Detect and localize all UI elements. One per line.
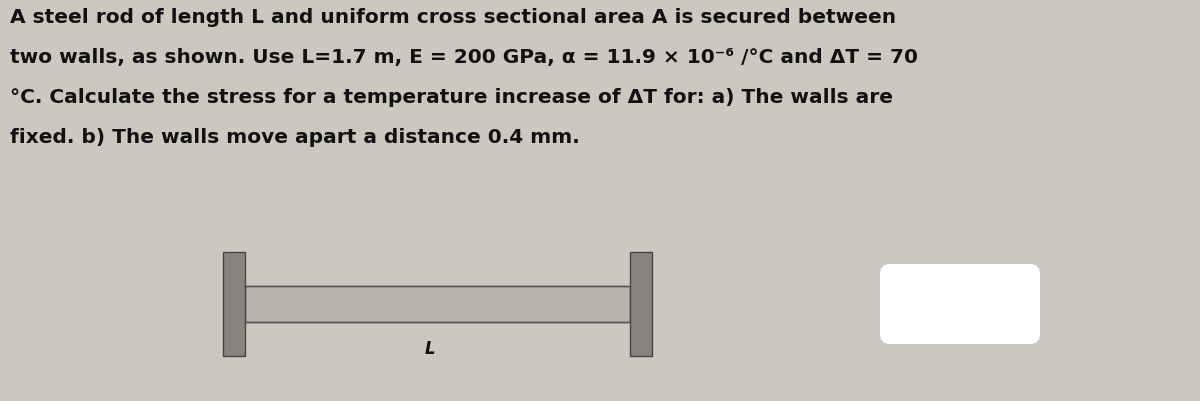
Bar bbox=[223, 252, 245, 356]
FancyBboxPatch shape bbox=[880, 264, 1040, 344]
Text: two walls, as shown. Use L=1.7 m, E = 200 GPa, α = 11.9 × 10⁻⁶ /°C and ΔT = 70: two walls, as shown. Use L=1.7 m, E = 20… bbox=[10, 48, 918, 67]
Text: °C. Calculate the stress for a temperature increase of ΔT for: a) The walls are: °C. Calculate the stress for a temperatu… bbox=[10, 88, 893, 107]
Text: L: L bbox=[425, 339, 436, 357]
Bar bbox=[245, 286, 630, 322]
Text: fixed. b) The walls move apart a distance 0.4 mm.: fixed. b) The walls move apart a distanc… bbox=[10, 128, 580, 147]
Text: A steel rod of length L and uniform cross sectional area A is secured between: A steel rod of length L and uniform cros… bbox=[10, 8, 896, 27]
Bar bbox=[630, 252, 652, 356]
